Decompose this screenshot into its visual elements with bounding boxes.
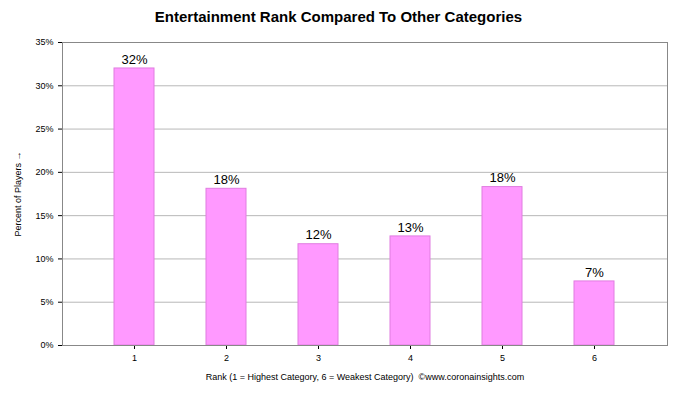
- svg-text:0%: 0%: [40, 340, 53, 350]
- svg-text:5: 5: [500, 353, 505, 363]
- svg-text:10%: 10%: [35, 254, 53, 264]
- svg-text:18%: 18%: [213, 172, 239, 187]
- html-text:Entertainment Rank Compared To: Entertainment Rank Compared To Other Cat…: [154, 8, 523, 25]
- svg-text:2: 2: [224, 353, 229, 363]
- svg-text:7%: 7%: [585, 265, 604, 280]
- svg-text:18%: 18%: [489, 170, 515, 185]
- svg-text:15%: 15%: [35, 211, 53, 221]
- svg-text:Rank (1 = Highest Category, 6: Rank (1 = Highest Category, 6 = Weakest …: [206, 372, 524, 382]
- svg-text:35%: 35%: [35, 37, 53, 47]
- svg-text:4: 4: [408, 353, 413, 363]
- svg-text:12%: 12%: [305, 227, 331, 242]
- svg-text:32%: 32%: [121, 52, 147, 67]
- svg-text:1: 1: [132, 353, 137, 363]
- svg-text:30%: 30%: [35, 81, 53, 91]
- svg-text:6: 6: [592, 353, 597, 363]
- svg-text:20%: 20%: [35, 167, 53, 177]
- svg-text:Percent of Players →: Percent of Players →: [13, 151, 23, 236]
- svg-text:13%: 13%: [397, 220, 423, 235]
- svg-text:25%: 25%: [35, 124, 53, 134]
- svg-text:3: 3: [316, 353, 321, 363]
- svg-text:5%: 5%: [40, 297, 53, 307]
